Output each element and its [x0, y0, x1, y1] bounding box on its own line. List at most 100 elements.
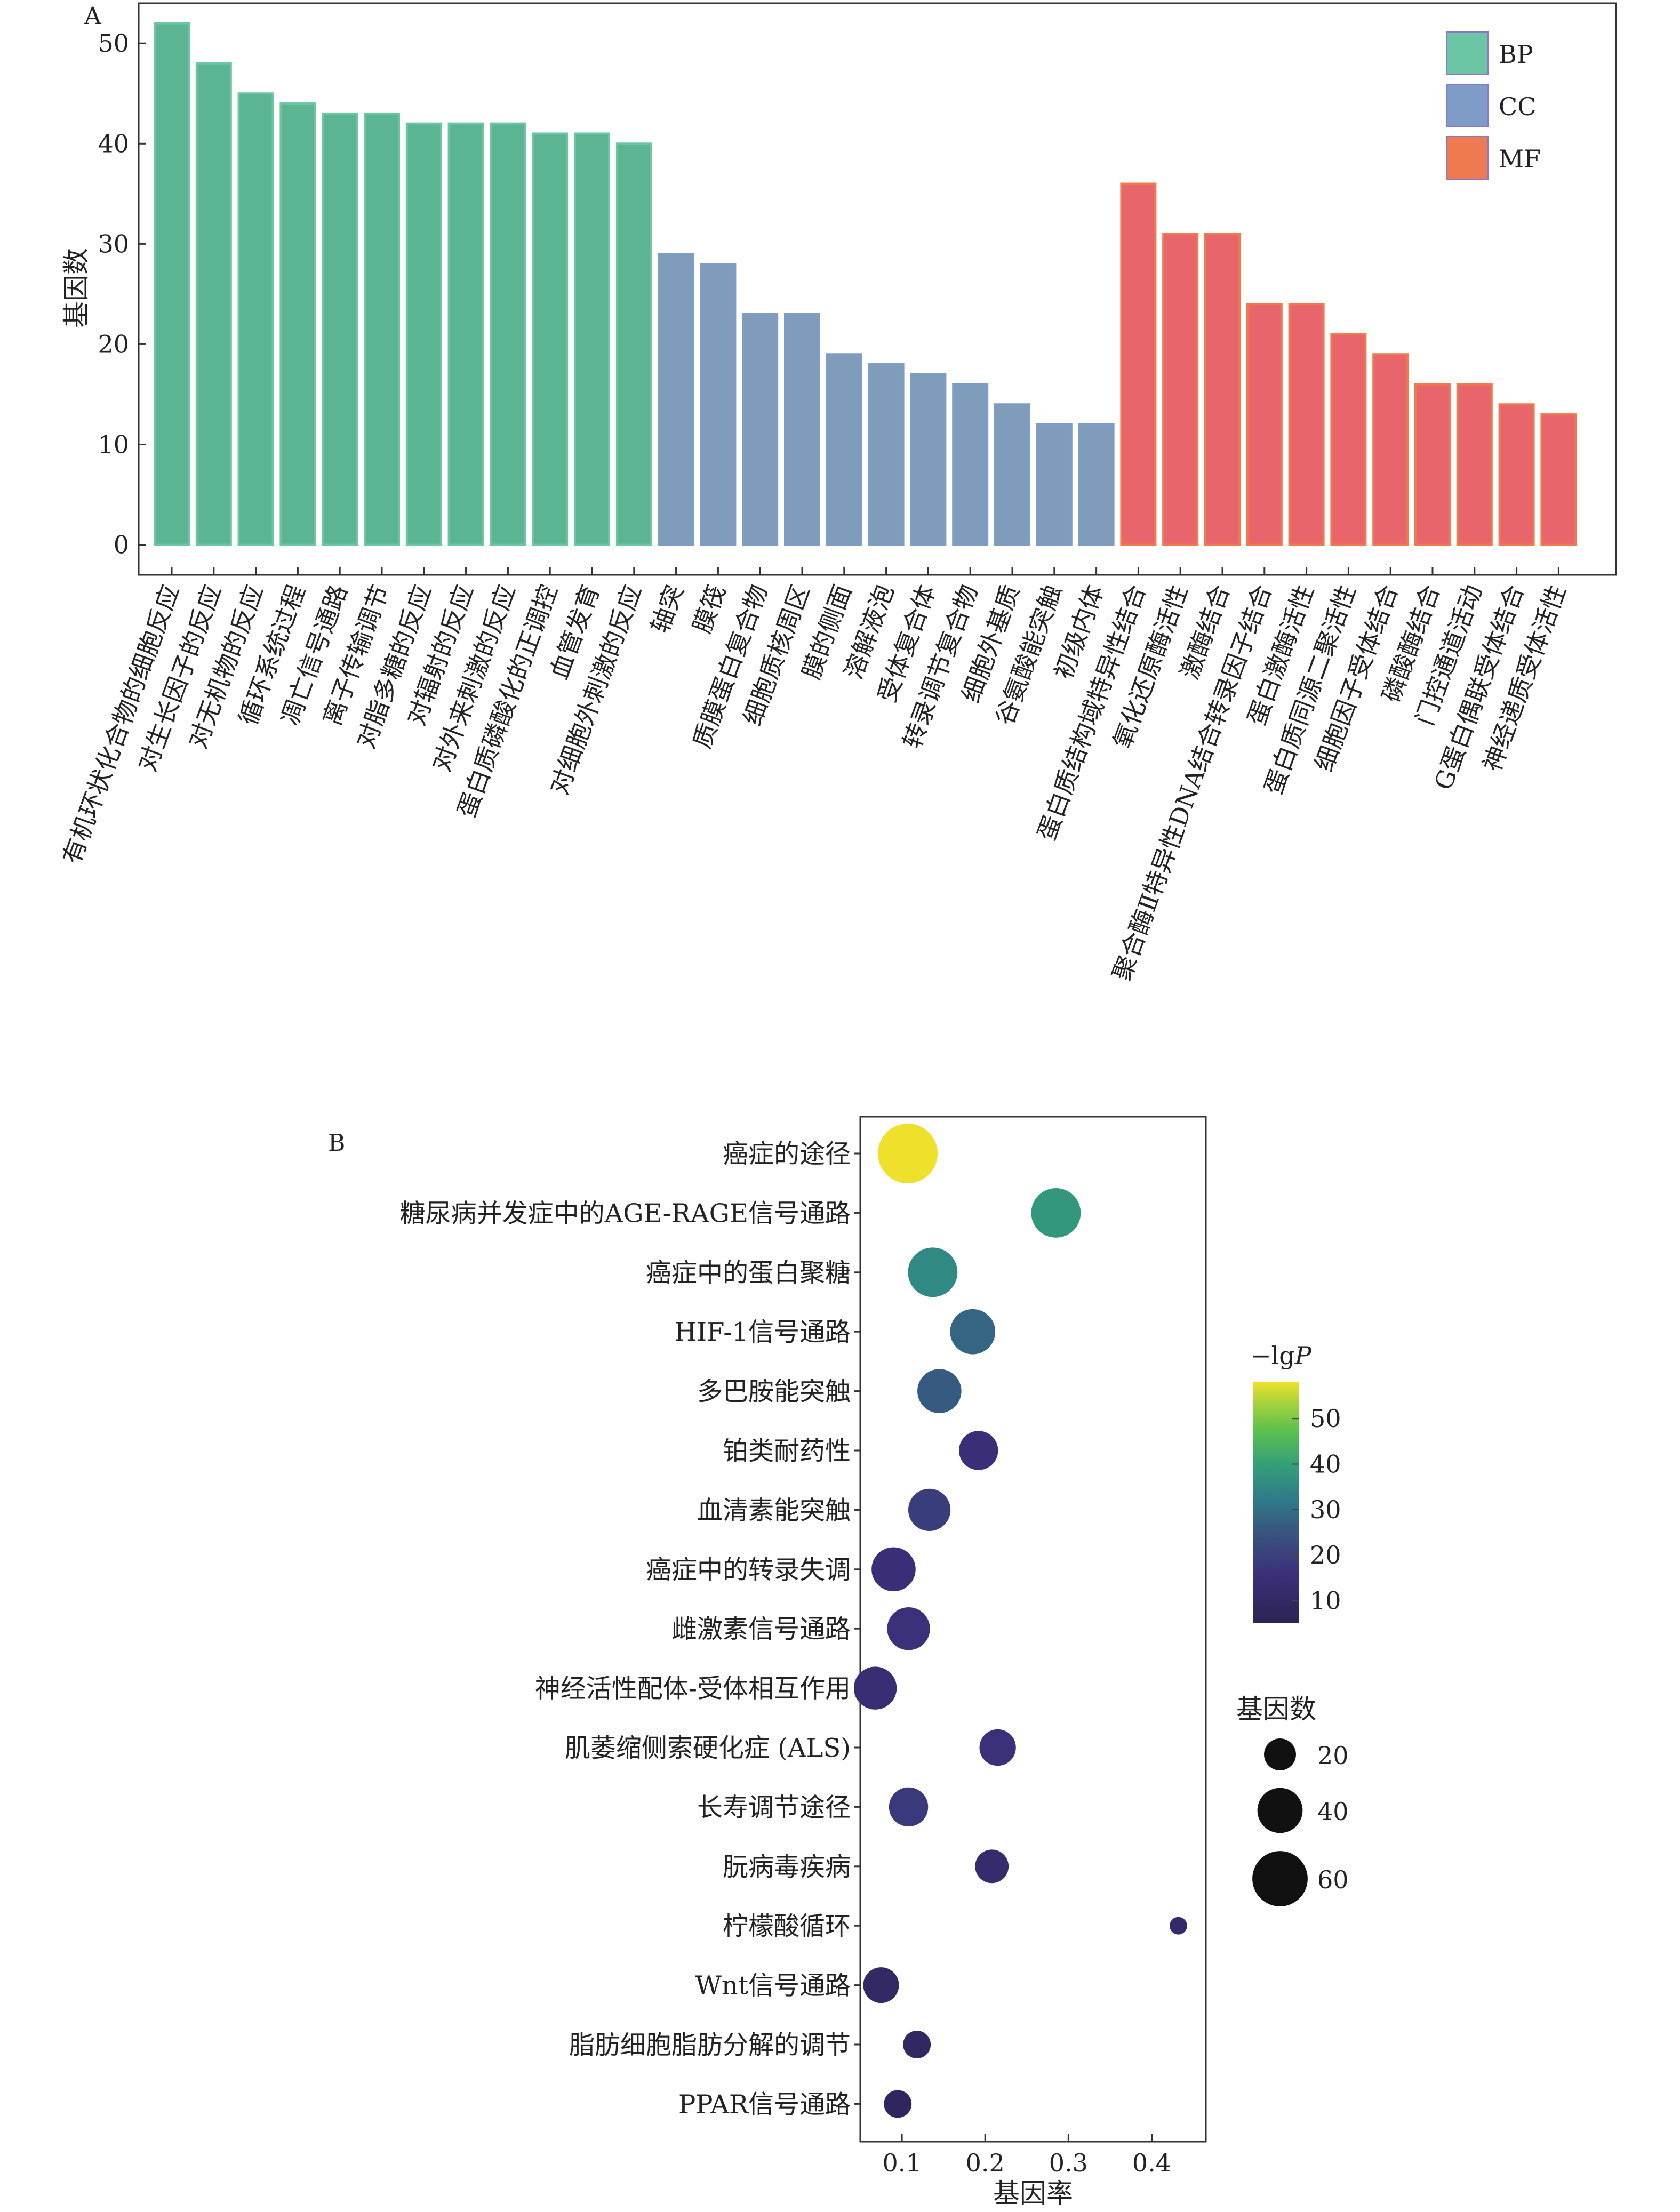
bubble: [1031, 1188, 1081, 1238]
bar-bp: [490, 122, 526, 546]
y-tick-label: 血清素能突触: [697, 1495, 851, 1525]
bubble: [877, 1123, 938, 1184]
y-tick-label: 20: [98, 330, 129, 358]
bar-cc: [784, 313, 820, 546]
bubble: [889, 1787, 929, 1827]
bubble: [975, 1849, 1009, 1884]
bar-bp: [364, 112, 400, 546]
size-legend-dot: [1252, 1851, 1308, 1906]
bar-legend: BP CC MF: [1446, 31, 1541, 180]
bar-x-tick-labels: 有机环状化合物的细胞反应对生长因子的反应对无机物的反应循环系统过程凋亡信号通路离…: [57, 567, 1572, 984]
y-tick-label: 脂肪细胞脂肪分解的调节: [569, 2030, 851, 2060]
bar-cc: [994, 403, 1030, 546]
bubble: [903, 2031, 931, 2058]
y-tick-label: PPAR信号通路: [678, 2089, 851, 2119]
bar-series: [154, 22, 1577, 546]
bar-bp: [322, 112, 358, 546]
bar-bp: [237, 92, 274, 546]
y-tick-label: 50: [98, 29, 129, 58]
bar-mf: [1414, 383, 1451, 546]
bubble: [979, 1729, 1016, 1766]
x-tick-label: 0.4: [1132, 2149, 1171, 2177]
bar-cc: [1036, 423, 1073, 546]
bubble: [950, 1309, 996, 1355]
bar-mf: [1498, 403, 1535, 546]
y-tick-label: 朊病毒疾病: [723, 1852, 851, 1882]
bubble: [887, 1607, 930, 1650]
bar-mf: [1120, 182, 1157, 546]
bar-mf: [1162, 233, 1199, 546]
x-tick-label: 0.3: [1049, 2149, 1088, 2177]
bar-cc: [826, 353, 862, 546]
bar-mf: [1330, 333, 1367, 546]
legend-label-mf: MF: [1499, 145, 1541, 173]
x-tick-label: 0.1: [882, 2149, 921, 2177]
x-tick-label: 轴突: [645, 581, 689, 637]
bar-bp: [615, 142, 652, 546]
size-legend-dot: [1257, 1788, 1303, 1833]
y-tick-label: Wnt信号通路: [695, 1971, 851, 2001]
size-legend-label: 20: [1317, 1741, 1349, 1770]
bar-cc: [742, 313, 779, 546]
bar-bp: [574, 132, 610, 546]
bubble-x-axis: 0.1 0.2 0.3 0.4: [882, 2134, 1171, 2177]
y-tick-label: 癌症的途径: [723, 1139, 851, 1169]
colorbar-tick-label: 50: [1310, 1404, 1341, 1433]
bar-cc: [910, 373, 947, 546]
panel-b-label: B: [328, 1129, 345, 1157]
size-legend-label: 40: [1317, 1797, 1349, 1826]
panel-a-label: A: [84, 3, 102, 30]
y-tick-label: 0: [114, 531, 129, 559]
bubble: [884, 2090, 912, 2118]
y-tick-label: 长寿调节途径: [697, 1792, 851, 1822]
colorbar-ticks: 10 20 30 40 50: [1292, 1404, 1341, 1615]
bar-cc: [868, 363, 905, 546]
legend-label-bp: BP: [1499, 40, 1533, 69]
y-tick-label: 糖尿病并发症中的AGE-RAGE信号通路: [400, 1198, 851, 1228]
bar-mf: [1456, 383, 1493, 546]
bubble: [908, 1488, 951, 1532]
bar-bp: [532, 132, 569, 546]
colorbar-title: −lgP: [1251, 1341, 1312, 1370]
x-tick-label: 0.2: [966, 2149, 1005, 2177]
legend-swatch-cc: [1446, 84, 1489, 127]
bar-cc: [952, 383, 989, 546]
bubble-series: [853, 1123, 1187, 2118]
y-tick-label: 癌症中的转录失调: [646, 1555, 851, 1585]
bubble: [917, 1369, 962, 1413]
bar-bp: [405, 122, 442, 546]
bar-cc: [1078, 423, 1115, 546]
y-tick-label: 神经活性配体-受体相互作用: [535, 1674, 851, 1704]
y-tick-label: 铂类耐药性: [723, 1436, 851, 1466]
bar-bp: [195, 62, 232, 546]
y-tick-label: 肌萎缩侧索硬化症 (ALS): [565, 1733, 851, 1763]
legend-label-cc: CC: [1499, 92, 1536, 121]
colorbar-tick-label: 40: [1310, 1450, 1341, 1479]
y-tick-label: HIF-1信号通路: [674, 1317, 851, 1347]
bubble: [863, 1967, 899, 2003]
bar-plot-frame: [138, 2, 1617, 576]
bubble: [1170, 1917, 1187, 1935]
bar-bp: [279, 102, 316, 546]
y-tick-label: 10: [98, 430, 129, 459]
bubble: [908, 1247, 958, 1297]
legend-swatch-bp: [1446, 31, 1489, 75]
legend-swatch-mf: [1446, 136, 1489, 180]
y-tick-label: 柠檬酸循环: [723, 1911, 851, 1941]
y-tick-label: 癌症中的蛋白聚糖: [646, 1258, 851, 1288]
bar-bp: [447, 122, 484, 546]
size-legend-label: 60: [1317, 1865, 1349, 1894]
size-legend-title: 基因数: [1236, 1694, 1316, 1725]
bar-y-axis: 0 10 20 30 40 50: [98, 29, 146, 559]
y-tick-label: 30: [98, 229, 129, 258]
bubble-x-axis-label: 基因率: [993, 2178, 1073, 2209]
bar-cc: [700, 262, 737, 546]
y-tick-label: 40: [98, 129, 129, 158]
colorbar: [1253, 1382, 1299, 1623]
bar-cc: [658, 253, 694, 546]
bubble: [871, 1547, 916, 1592]
size-legend: 20 40 60: [1252, 1738, 1349, 1906]
colorbar-tick-label: 10: [1310, 1586, 1341, 1615]
